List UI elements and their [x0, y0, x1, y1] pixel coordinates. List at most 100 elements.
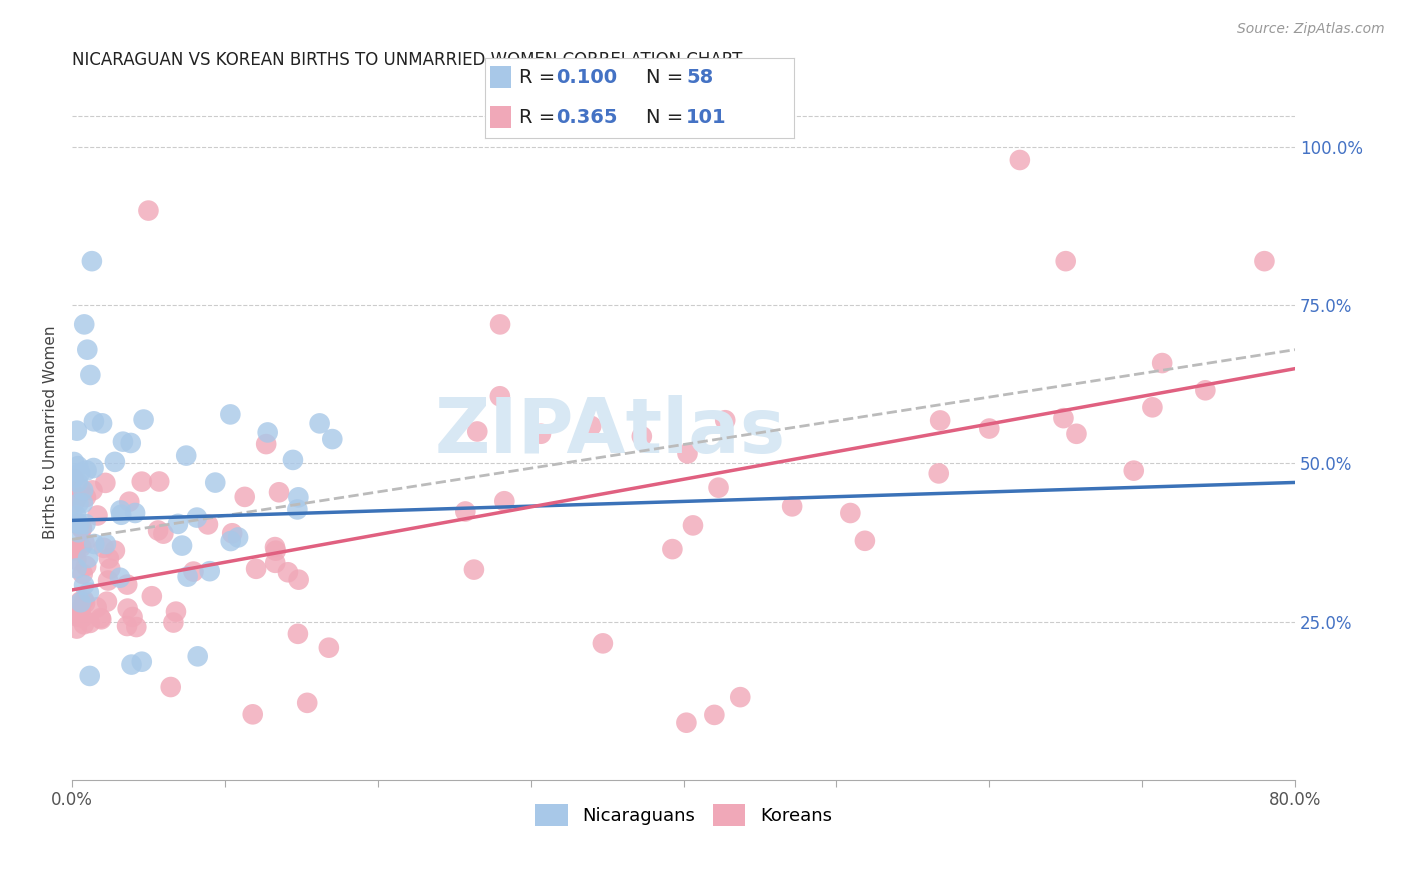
- Point: [65, 543, 87, 558]
- Point: [75, 559, 97, 574]
- Point: [707, 481, 730, 495]
- Point: [131, 475, 153, 489]
- Point: [70, 522, 93, 536]
- Point: [454, 504, 477, 518]
- Point: [96, 595, 118, 609]
- Point: [124, 506, 146, 520]
- Point: [226, 530, 249, 544]
- FancyBboxPatch shape: [489, 66, 512, 88]
- Point: [69, 466, 91, 480]
- Point: [69, 595, 91, 609]
- Point: [83, 414, 105, 428]
- Point: [65, 561, 87, 575]
- Point: [1066, 426, 1088, 441]
- Point: [67, 496, 90, 510]
- Point: [77, 585, 100, 599]
- Point: [131, 655, 153, 669]
- Text: 0.100: 0.100: [557, 68, 617, 87]
- Point: [1194, 384, 1216, 398]
- Point: [108, 571, 131, 585]
- Point: [592, 636, 614, 650]
- Point: [245, 562, 267, 576]
- Point: [318, 640, 340, 655]
- Point: [79, 368, 101, 382]
- Point: [297, 696, 319, 710]
- Point: [65, 553, 87, 567]
- Text: R =: R =: [519, 108, 561, 127]
- Point: [125, 620, 148, 634]
- Text: 0.365: 0.365: [557, 108, 617, 127]
- Point: [82, 483, 104, 498]
- Point: [853, 533, 876, 548]
- Point: [254, 437, 277, 451]
- Point: [581, 419, 603, 434]
- Point: [675, 715, 697, 730]
- Point: [115, 619, 138, 633]
- Point: [267, 485, 290, 500]
- Point: [162, 615, 184, 630]
- Point: [929, 413, 952, 427]
- Point: [138, 203, 160, 218]
- Point: [86, 600, 108, 615]
- Point: [176, 569, 198, 583]
- Point: [287, 627, 309, 641]
- Point: [80, 254, 103, 268]
- Point: [73, 593, 96, 607]
- Point: [110, 508, 132, 522]
- Point: [703, 707, 725, 722]
- Point: [170, 539, 193, 553]
- Point: [75, 596, 97, 610]
- Point: [63, 455, 86, 469]
- Point: [489, 389, 512, 403]
- Point: [66, 475, 89, 490]
- Text: 101: 101: [686, 108, 727, 127]
- Point: [197, 517, 219, 532]
- Point: [714, 413, 737, 427]
- Point: [94, 475, 117, 490]
- Point: [1122, 464, 1144, 478]
- Point: [264, 556, 287, 570]
- Point: [91, 417, 114, 431]
- Point: [120, 436, 142, 450]
- Point: [67, 608, 90, 623]
- Point: [117, 601, 139, 615]
- Point: [146, 524, 169, 538]
- Point: [121, 657, 143, 672]
- Point: [661, 542, 683, 557]
- Point: [93, 541, 115, 555]
- Point: [90, 611, 112, 625]
- Point: [66, 609, 89, 624]
- Point: [65, 508, 87, 523]
- Point: [66, 516, 89, 531]
- Point: [463, 563, 485, 577]
- Point: [198, 564, 221, 578]
- Point: [63, 516, 86, 530]
- Point: [204, 475, 226, 490]
- Point: [67, 525, 90, 540]
- Point: [75, 490, 97, 504]
- Point: [219, 534, 242, 549]
- Point: [65, 515, 87, 529]
- Point: [287, 502, 309, 516]
- Point: [97, 574, 120, 588]
- Point: [186, 510, 208, 524]
- Point: [66, 490, 89, 504]
- Point: [630, 429, 652, 443]
- Point: [73, 318, 96, 332]
- Point: [63, 541, 86, 556]
- Point: [167, 516, 190, 531]
- Legend: Nicaraguans, Koreans: Nicaraguans, Koreans: [527, 797, 839, 833]
- Point: [121, 610, 143, 624]
- Point: [159, 680, 181, 694]
- Point: [66, 424, 89, 438]
- Text: NICARAGUAN VS KOREAN BIRTHS TO UNMARRIED WOMEN CORRELATION CHART: NICARAGUAN VS KOREAN BIRTHS TO UNMARRIED…: [72, 51, 742, 69]
- Point: [1253, 254, 1275, 268]
- Point: [152, 526, 174, 541]
- Point: [1054, 254, 1077, 268]
- Text: ZIPAtlas: ZIPAtlas: [434, 395, 786, 469]
- Point: [76, 343, 98, 357]
- Point: [174, 449, 197, 463]
- Point: [72, 611, 94, 625]
- Y-axis label: Births to Unmarried Women: Births to Unmarried Women: [44, 325, 58, 539]
- Point: [1008, 153, 1031, 167]
